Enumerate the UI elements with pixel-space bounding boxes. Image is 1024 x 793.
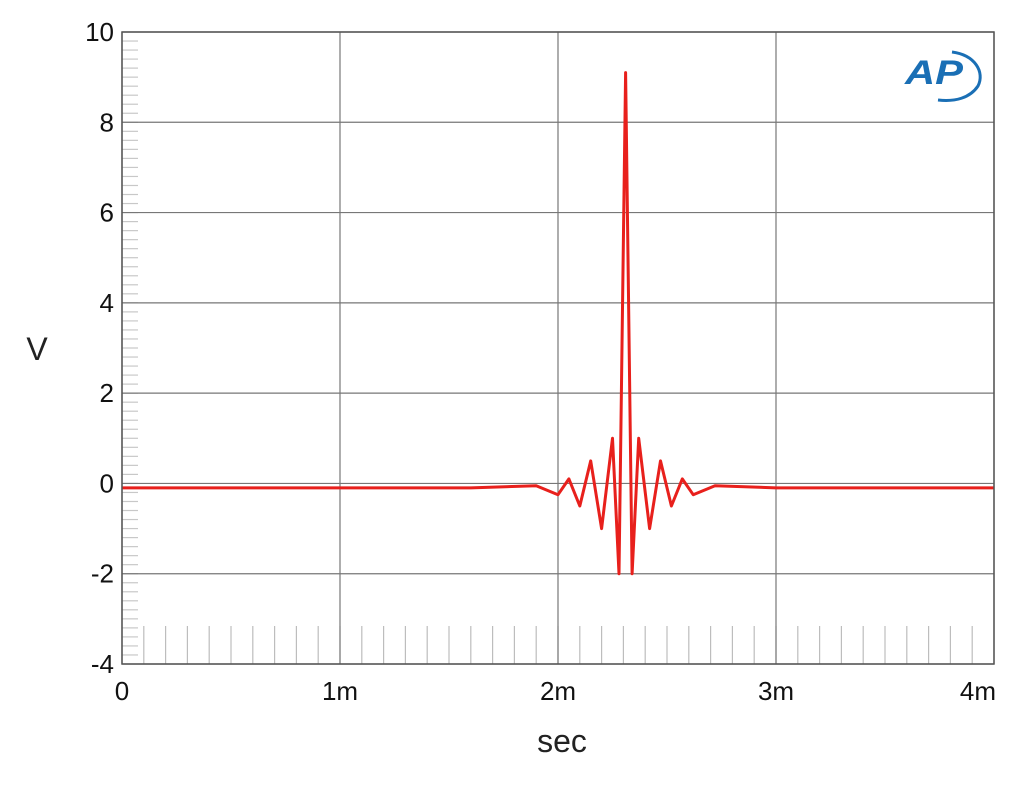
x-tick-label: 1m	[322, 676, 358, 706]
series-layer	[122, 71, 994, 576]
y-tick-label: -4	[91, 649, 114, 679]
y-tick-label: -2	[91, 559, 114, 589]
y-tick-labels: 10 8 6 4 2 0 -2 -4	[85, 17, 114, 679]
logo-swoosh	[937, 50, 982, 102]
x-tick-labels: 0 1m 2m 3m 4m	[115, 676, 996, 706]
y-tick-label: 10	[85, 17, 114, 47]
logo-text: AP	[904, 54, 964, 92]
y-tick-label: 0	[100, 468, 114, 498]
ap-logo: AP	[904, 50, 982, 102]
signal-series-line	[122, 71, 994, 576]
y-tick-label: 8	[100, 107, 114, 137]
x-tick-label: 4m	[960, 676, 996, 706]
plot-frame	[121, 31, 995, 665]
x-tick-label: 2m	[540, 676, 576, 706]
y-tick-label: 4	[100, 288, 114, 318]
x-axis-title: sec	[537, 723, 587, 759]
x-tick-label: 0	[115, 676, 129, 706]
y-tick-label: 2	[100, 378, 114, 408]
y-tick-label: 6	[100, 198, 114, 228]
y-axis-title: V	[26, 331, 48, 367]
x-tick-label: 3m	[758, 676, 794, 706]
